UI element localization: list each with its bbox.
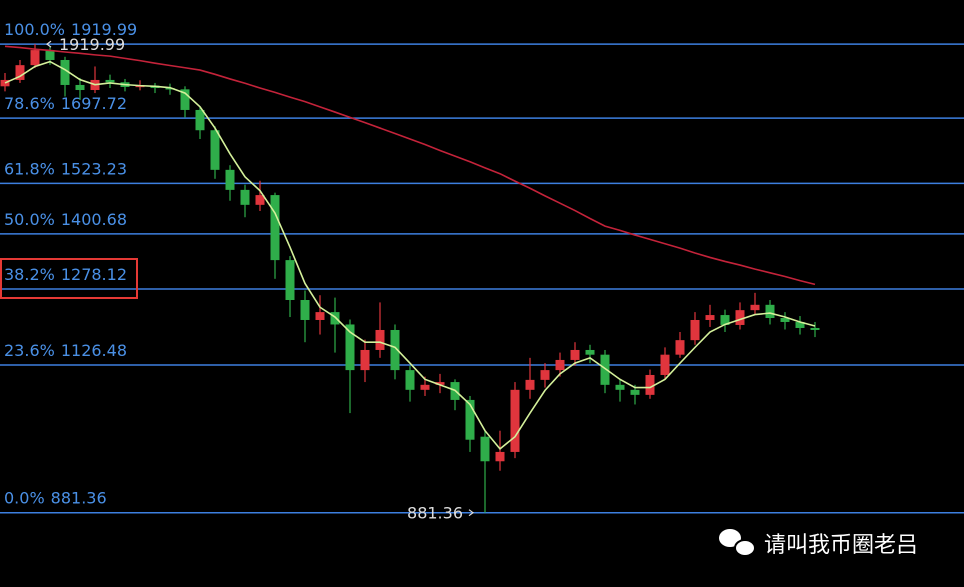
candle-body (660, 354, 670, 375)
candle-body (480, 436, 490, 462)
candle-body (15, 65, 25, 80)
candle-body (345, 324, 355, 371)
low-label: 881.36 (407, 504, 463, 523)
candle-body (600, 354, 610, 385)
candle-body (60, 59, 70, 85)
arrow (468, 509, 474, 517)
candle-body (435, 382, 445, 385)
candle-body (735, 310, 745, 325)
candle-body (465, 399, 475, 440)
candle-body (705, 315, 715, 320)
candle-body (630, 389, 640, 395)
candle-body (195, 109, 205, 131)
moving-averages (4, 45, 816, 450)
moving-average (4, 60, 816, 450)
candle-body (780, 318, 790, 322)
icon-bubble (719, 529, 741, 547)
candle-body (405, 370, 415, 390)
candle-body (75, 84, 85, 91)
highlight-box (0, 258, 138, 299)
fib-label: 50.0% 1400.68 (4, 210, 127, 229)
candle-body (795, 321, 805, 328)
candle-body (750, 304, 760, 311)
fib-price: 1400.68 (61, 210, 127, 229)
candle-body (270, 195, 280, 261)
candle-body (675, 340, 685, 355)
candle-body (30, 50, 40, 66)
fib-price: 1919.99 (71, 20, 137, 39)
fib-price: 1278.12 (61, 265, 127, 284)
candle-body (765, 304, 775, 319)
arrow (46, 40, 52, 48)
fib-label: 78.6% 1697.72 (4, 94, 127, 113)
candle-body (810, 327, 820, 330)
candle-body (585, 349, 595, 355)
wechat-icon (719, 529, 756, 557)
fib-ratio: 50.0% (4, 210, 55, 229)
fib-ratio: 78.6% (4, 94, 55, 113)
candle-body (615, 384, 625, 390)
fib-label: 23.6% 1126.48 (4, 341, 127, 360)
fib-ratio: 0.0% (4, 489, 45, 508)
fib-label: 61.8% 1523.23 (4, 159, 127, 178)
fib-label: 38.2% 1278.12 (4, 265, 127, 284)
candle-body (330, 312, 340, 325)
candle-body (645, 374, 655, 395)
fib-ratio: 61.8% (4, 159, 55, 178)
fib-price: 1523.23 (61, 159, 127, 178)
icon-bubble (734, 539, 756, 557)
candle-body (45, 50, 55, 60)
fib-price: 881.36 (51, 489, 107, 508)
candle-body (225, 169, 235, 190)
candle-body (285, 260, 295, 300)
candle-body (255, 195, 265, 205)
candle-body (495, 451, 505, 462)
watermark: 请叫我币圈老吕 (764, 533, 918, 558)
high-label: 1919.99 (59, 35, 125, 54)
candles (0, 44, 820, 513)
candle-body (570, 349, 580, 360)
candle-body (105, 79, 115, 83)
fib-ratio: 100.0% (4, 20, 65, 39)
candle-body (165, 87, 175, 90)
candle-body (420, 384, 430, 390)
candle-body (555, 359, 565, 371)
candle-body (510, 389, 520, 452)
candle-body (180, 89, 190, 110)
fib-label: 0.0% 881.36 (4, 489, 107, 508)
candle-body (0, 79, 10, 87)
candle-body (390, 329, 400, 371)
candle-body (690, 319, 700, 341)
candle-body (525, 379, 535, 390)
candle-body (375, 329, 385, 350)
candle-body (720, 315, 730, 325)
fib-price: 1126.48 (61, 341, 127, 360)
fib-ratio: 23.6% (4, 341, 55, 360)
candle-body (315, 312, 325, 320)
fib-label: 100.0% 1919.99 (4, 20, 137, 39)
candle-body (360, 349, 370, 371)
fib-price: 1697.72 (61, 94, 127, 113)
annotations: 1919.99 881.36 (46, 35, 474, 523)
moving-average (4, 45, 816, 286)
candle-body (210, 130, 220, 170)
candle-body (240, 189, 250, 205)
candle-body (300, 299, 310, 320)
candle-body (540, 370, 550, 380)
fib-ratio: 38.2% (4, 265, 55, 284)
